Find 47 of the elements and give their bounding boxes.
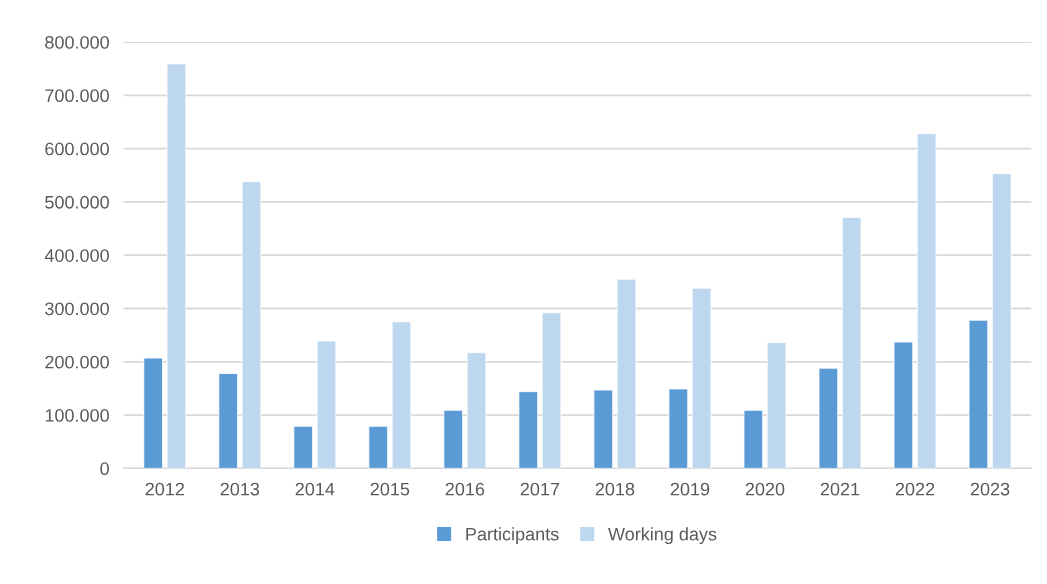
y-tick-label: 100.000 [45,409,109,422]
x-tick-label: 2022 [895,482,935,496]
bar [368,425,389,469]
bar [916,133,937,469]
x-tick-label: 2015 [370,482,410,496]
bar [841,216,862,469]
bar [143,357,163,469]
bar [541,312,562,469]
bar [241,181,262,469]
x-tick-label: 2017 [520,482,560,496]
bar [743,409,764,469]
y-tick-label: 400.000 [44,249,109,262]
bar [893,341,914,469]
x-tick-label: 2016 [445,482,485,496]
x-tick-label: 2012 [145,482,184,496]
y-tick-label: 300.000 [45,302,109,316]
y-tick-label: 600.000 [45,142,109,156]
legend-label: Participants [466,527,559,545]
x-tick-label: 2019 [670,482,710,496]
y-tick-label: 700.000 [45,89,109,103]
bar [218,373,238,469]
x-tick-label: 2018 [595,482,635,496]
bar [991,173,1012,469]
y-tick-label: 0 [100,462,109,476]
x-tick-label: 2021 [820,482,860,496]
bar [391,321,412,469]
y-tick-label: 800.000 [45,35,109,49]
bar [316,340,337,469]
bar [443,409,464,469]
y-tick-label: 200.000 [45,355,109,369]
bar [593,389,614,469]
bar [518,391,539,469]
y-tick-label: 500.000 [45,195,109,209]
x-tick-label: 2023 [970,482,1010,496]
legend-label: Working days [608,527,717,545]
x-tick-label: 2014 [295,482,335,496]
x-tick-label: 2020 [745,482,785,496]
x-tick-label: 2013 [220,482,260,496]
bar [691,287,712,469]
bar [466,352,487,469]
bar [668,388,689,469]
bar [293,425,314,469]
bar [766,342,787,469]
bar [616,278,637,469]
bar [968,319,989,469]
bar [166,63,187,469]
bar [818,367,839,469]
